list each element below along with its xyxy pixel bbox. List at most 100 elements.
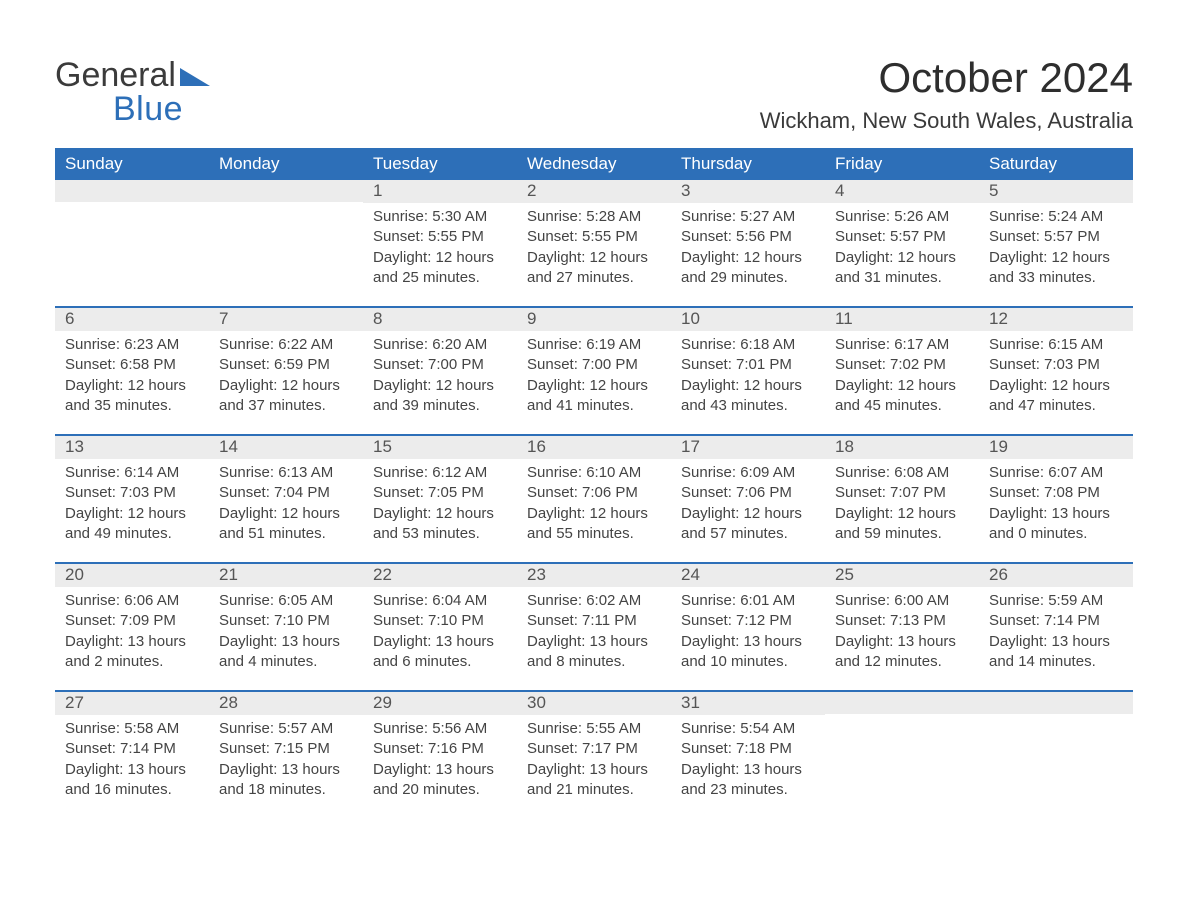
day-cell: 3Sunrise: 5:27 AMSunset: 5:56 PMDaylight… <box>671 180 825 307</box>
day-number: 28 <box>209 692 363 715</box>
day-number: 9 <box>517 308 671 331</box>
day-dl1: Daylight: 12 hours <box>527 248 661 268</box>
day-ss: Sunset: 7:05 PM <box>373 483 507 503</box>
day-number: 22 <box>363 564 517 587</box>
day-details: Sunrise: 6:19 AMSunset: 7:00 PMDaylight:… <box>517 331 671 434</box>
day-cell: 1Sunrise: 5:30 AMSunset: 5:55 PMDaylight… <box>363 180 517 307</box>
day-sr: Sunrise: 5:24 AM <box>989 207 1123 227</box>
day-number: 19 <box>979 436 1133 459</box>
day-details: Sunrise: 6:07 AMSunset: 7:08 PMDaylight:… <box>979 459 1133 562</box>
day-cell: 12Sunrise: 6:15 AMSunset: 7:03 PMDayligh… <box>979 307 1133 435</box>
day-ss: Sunset: 7:14 PM <box>65 739 199 759</box>
day-dl1: Daylight: 12 hours <box>219 376 353 396</box>
day-number <box>55 180 209 202</box>
calendar-table: Sunday Monday Tuesday Wednesday Thursday… <box>55 148 1133 818</box>
day-dl2: and 41 minutes. <box>527 396 661 416</box>
day-sr: Sunrise: 6:08 AM <box>835 463 969 483</box>
day-dl1: Daylight: 12 hours <box>65 376 199 396</box>
day-ss: Sunset: 7:18 PM <box>681 739 815 759</box>
day-ss: Sunset: 7:14 PM <box>989 611 1123 631</box>
day-cell <box>979 691 1133 818</box>
day-number: 29 <box>363 692 517 715</box>
day-dl2: and 10 minutes. <box>681 652 815 672</box>
day-details: Sunrise: 5:27 AMSunset: 5:56 PMDaylight:… <box>671 203 825 306</box>
week-row: 6Sunrise: 6:23 AMSunset: 6:58 PMDaylight… <box>55 307 1133 435</box>
day-number: 26 <box>979 564 1133 587</box>
logo-flag-icon <box>180 66 214 91</box>
day-dl1: Daylight: 13 hours <box>65 760 199 780</box>
day-cell: 16Sunrise: 6:10 AMSunset: 7:06 PMDayligh… <box>517 435 671 563</box>
day-header: Sunday <box>55 148 209 180</box>
day-number: 17 <box>671 436 825 459</box>
day-dl2: and 59 minutes. <box>835 524 969 544</box>
day-sr: Sunrise: 6:02 AM <box>527 591 661 611</box>
day-sr: Sunrise: 6:22 AM <box>219 335 353 355</box>
logo-text-blue: Blue <box>55 90 183 128</box>
day-ss: Sunset: 7:00 PM <box>527 355 661 375</box>
day-sr: Sunrise: 6:13 AM <box>219 463 353 483</box>
day-number: 1 <box>363 180 517 203</box>
day-cell: 2Sunrise: 5:28 AMSunset: 5:55 PMDaylight… <box>517 180 671 307</box>
day-dl1: Daylight: 12 hours <box>681 504 815 524</box>
day-details: Sunrise: 6:23 AMSunset: 6:58 PMDaylight:… <box>55 331 209 434</box>
day-sr: Sunrise: 6:00 AM <box>835 591 969 611</box>
day-dl2: and 47 minutes. <box>989 396 1123 416</box>
day-sr: Sunrise: 5:55 AM <box>527 719 661 739</box>
day-dl1: Daylight: 12 hours <box>527 504 661 524</box>
day-ss: Sunset: 7:03 PM <box>989 355 1123 375</box>
day-dl1: Daylight: 12 hours <box>835 248 969 268</box>
day-ss: Sunset: 7:00 PM <box>373 355 507 375</box>
day-cell: 18Sunrise: 6:08 AMSunset: 7:07 PMDayligh… <box>825 435 979 563</box>
day-dl1: Daylight: 13 hours <box>835 632 969 652</box>
day-sr: Sunrise: 6:01 AM <box>681 591 815 611</box>
day-sr: Sunrise: 6:14 AM <box>65 463 199 483</box>
day-details: Sunrise: 6:12 AMSunset: 7:05 PMDaylight:… <box>363 459 517 562</box>
day-number: 5 <box>979 180 1133 203</box>
day-dl2: and 49 minutes. <box>65 524 199 544</box>
day-details: Sunrise: 5:24 AMSunset: 5:57 PMDaylight:… <box>979 203 1133 306</box>
day-cell: 9Sunrise: 6:19 AMSunset: 7:00 PMDaylight… <box>517 307 671 435</box>
day-cell: 10Sunrise: 6:18 AMSunset: 7:01 PMDayligh… <box>671 307 825 435</box>
location-label: Wickham, New South Wales, Australia <box>760 108 1133 134</box>
day-number: 18 <box>825 436 979 459</box>
day-number: 31 <box>671 692 825 715</box>
day-sr: Sunrise: 6:10 AM <box>527 463 661 483</box>
day-number: 13 <box>55 436 209 459</box>
day-header: Saturday <box>979 148 1133 180</box>
day-dl2: and 55 minutes. <box>527 524 661 544</box>
day-number: 15 <box>363 436 517 459</box>
day-ss: Sunset: 5:55 PM <box>527 227 661 247</box>
day-ss: Sunset: 6:58 PM <box>65 355 199 375</box>
day-ss: Sunset: 7:17 PM <box>527 739 661 759</box>
day-cell: 28Sunrise: 5:57 AMSunset: 7:15 PMDayligh… <box>209 691 363 818</box>
day-cell: 5Sunrise: 5:24 AMSunset: 5:57 PMDaylight… <box>979 180 1133 307</box>
day-number: 8 <box>363 308 517 331</box>
day-number <box>825 692 979 714</box>
day-ss: Sunset: 7:01 PM <box>681 355 815 375</box>
day-dl1: Daylight: 12 hours <box>989 248 1123 268</box>
day-sr: Sunrise: 5:54 AM <box>681 719 815 739</box>
day-ss: Sunset: 7:07 PM <box>835 483 969 503</box>
day-number <box>209 180 363 202</box>
day-sr: Sunrise: 6:20 AM <box>373 335 507 355</box>
day-dl2: and 39 minutes. <box>373 396 507 416</box>
day-sr: Sunrise: 5:57 AM <box>219 719 353 739</box>
day-ss: Sunset: 7:09 PM <box>65 611 199 631</box>
day-details <box>825 714 979 812</box>
day-details: Sunrise: 6:10 AMSunset: 7:06 PMDaylight:… <box>517 459 671 562</box>
day-number: 10 <box>671 308 825 331</box>
day-dl2: and 23 minutes. <box>681 780 815 800</box>
day-number: 11 <box>825 308 979 331</box>
day-cell: 21Sunrise: 6:05 AMSunset: 7:10 PMDayligh… <box>209 563 363 691</box>
day-dl1: Daylight: 13 hours <box>527 760 661 780</box>
day-cell: 29Sunrise: 5:56 AMSunset: 7:16 PMDayligh… <box>363 691 517 818</box>
day-sr: Sunrise: 6:19 AM <box>527 335 661 355</box>
day-sr: Sunrise: 5:30 AM <box>373 207 507 227</box>
day-number: 25 <box>825 564 979 587</box>
day-number: 6 <box>55 308 209 331</box>
day-ss: Sunset: 7:15 PM <box>219 739 353 759</box>
day-dl1: Daylight: 12 hours <box>681 248 815 268</box>
day-details: Sunrise: 6:22 AMSunset: 6:59 PMDaylight:… <box>209 331 363 434</box>
day-sr: Sunrise: 6:07 AM <box>989 463 1123 483</box>
day-ss: Sunset: 7:02 PM <box>835 355 969 375</box>
